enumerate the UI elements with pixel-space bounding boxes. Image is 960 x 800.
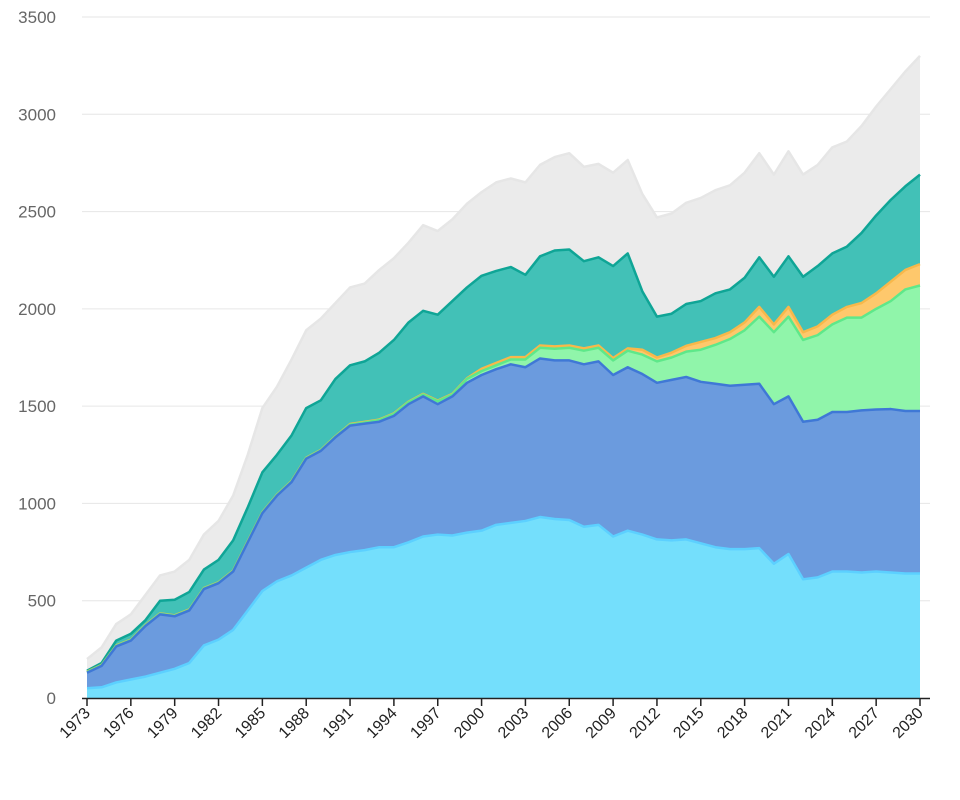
x-tick-label: 2000 [451, 705, 488, 742]
x-tick-label: 2015 [670, 705, 707, 742]
x-tick-label: 1988 [276, 705, 313, 742]
area-series [86, 55, 921, 698]
x-tick-label: 2009 [583, 705, 620, 742]
x-tick-label: 2030 [890, 705, 927, 742]
x-tick-label: 1976 [100, 705, 137, 742]
x-tick-label: 2021 [758, 705, 795, 742]
y-tick-label: 1500 [18, 397, 56, 416]
y-tick-label: 3000 [18, 105, 56, 124]
y-tick-label: 3500 [18, 8, 56, 27]
area-series-4-line [86, 173, 921, 672]
y-tick-label: 0 [47, 689, 56, 708]
x-tick-label: 1997 [407, 705, 444, 742]
x-axis: 1973 1976 1979 1982 1985 1988 1991 1994 1997 2000… [57, 697, 930, 742]
x-tick-label: 1973 [57, 705, 94, 742]
x-tick-label: 1982 [188, 705, 225, 742]
y-tick-label: 2000 [18, 300, 56, 319]
y-tick-label: 2500 [18, 203, 56, 222]
area-series-1-line [86, 357, 920, 674]
x-tick-label: 2012 [627, 705, 664, 742]
x-tick-label: 1979 [144, 705, 181, 742]
x-tick-label: 2024 [802, 705, 839, 742]
y-axis: 0 500 1000 1500 2000 2500 3000 3500 [18, 8, 56, 708]
x-tick-label: 1991 [320, 705, 357, 742]
area-series-4 [87, 174, 920, 672]
area-series-5-line [86, 55, 921, 661]
area-series-5 [87, 55, 920, 671]
x-tick-label: 2006 [539, 705, 576, 742]
area-series-0-line [86, 515, 920, 690]
area-series-0 [87, 517, 920, 698]
x-tick-label: 2003 [495, 705, 532, 742]
x-tick-label: 1994 [364, 705, 401, 742]
y-tick-label: 500 [28, 592, 56, 611]
x-tick-label: 2018 [714, 705, 751, 742]
y-tick-label: 1000 [18, 494, 56, 513]
x-tick-label: 2027 [846, 705, 883, 742]
x-tick-label: 1985 [232, 705, 269, 742]
